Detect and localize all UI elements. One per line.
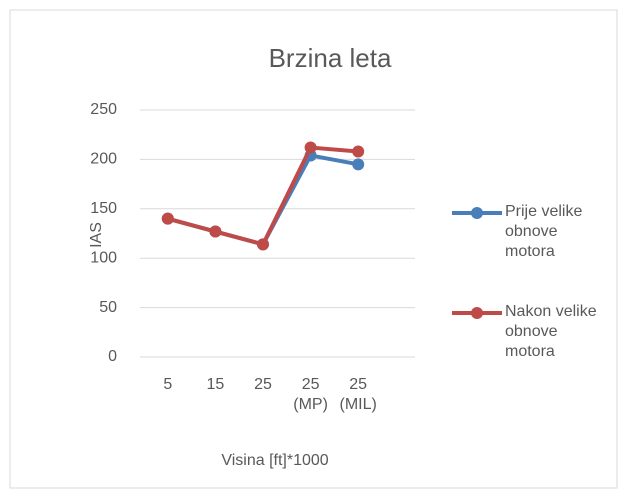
point <box>352 145 365 158</box>
chart-title: Brzina leta <box>269 43 392 73</box>
x-axis-label: Visina [ft]*1000 <box>221 452 328 469</box>
point <box>257 238 269 251</box>
y-tick-label: 100 <box>90 249 117 266</box>
y-tick-label: 200 <box>90 151 117 168</box>
x-tick-label: 15 <box>206 376 225 393</box>
chart-border <box>9 9 618 489</box>
x-tick-label: 25 (MP) <box>293 376 328 413</box>
y-tick-label: 150 <box>90 200 117 217</box>
legend-label: Nakon velike obnove motora <box>505 303 597 360</box>
legend-marker <box>471 207 483 219</box>
y-tick-label: 50 <box>99 299 117 316</box>
point <box>304 141 317 154</box>
x-tick-label: 5 <box>163 376 173 393</box>
legend-marker <box>471 307 483 319</box>
point <box>209 225 222 238</box>
x-tick-label: 25 (MIL) <box>339 376 377 413</box>
x-tick-label: 25 <box>254 376 272 393</box>
point <box>161 212 174 225</box>
y-tick-label: 250 <box>90 101 117 118</box>
y-tick-label: 0 <box>108 348 117 365</box>
point <box>352 158 365 171</box>
y-axis-label: IAS <box>88 222 105 248</box>
legend-label: Prije velike obnove motora <box>505 203 583 260</box>
